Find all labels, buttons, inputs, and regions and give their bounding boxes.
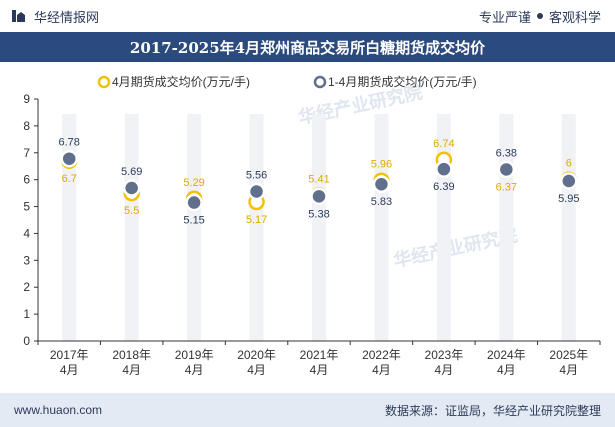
data-label-april: 6 (566, 158, 572, 170)
chart-title: 2017-2025年4月郑州商品交易所白糖期货成交均价 (129, 38, 486, 57)
category-band (124, 114, 139, 341)
y-tick-label: 6 (23, 173, 30, 187)
legend-label: 4月期货成交均价(万元/手) (112, 74, 250, 89)
x-tick-label: 2023年 (425, 348, 464, 362)
x-tick-label: 4月 (60, 363, 79, 377)
x-tick-label: 2019年 (175, 348, 214, 362)
category-band (312, 114, 326, 341)
x-tick-label: 4月 (247, 363, 266, 377)
x-tick-label: 2024年 (487, 348, 526, 362)
footer: www.huaon.com 数据来源：证监局，华经产业研究院整理 (0, 393, 615, 427)
x-tick-label: 4月 (435, 363, 454, 377)
data-label-jan-apr: 5.15 (183, 215, 204, 227)
data-point-jan-apr (497, 160, 516, 179)
data-point-jan-apr (560, 172, 578, 190)
chart-logo-icon (12, 10, 25, 22)
y-tick-label: 4 (23, 226, 30, 240)
x-tick-label: 4月 (372, 363, 391, 377)
data-point-jan-apr (122, 179, 141, 197)
data-point-jan-apr (185, 193, 203, 212)
x-tick-label: 4月 (559, 363, 578, 377)
data-label-april: 5.17 (246, 214, 267, 226)
chart-area: 华经产业研究院 华经产业研究院 0 1 2 3 4 5 6 7 8 9 2017年 4月 2018年 4月 20… (0, 62, 615, 392)
data-label-april: 6.7 (62, 173, 77, 185)
data-point-jan-apr (435, 160, 453, 178)
brand-name: 华经情报网 (34, 9, 100, 25)
x-tick-label: 4月 (122, 363, 141, 377)
category-band (374, 114, 389, 341)
data-label-jan-apr: 5.83 (371, 196, 392, 208)
slogan-tag-1: 专业严谨 (478, 9, 531, 25)
x-tick-label: 2025年 (549, 348, 588, 362)
data-label-jan-apr: 6.39 (433, 181, 454, 193)
y-tick-label: 2 (23, 280, 30, 294)
x-tick-label: 4月 (185, 363, 204, 377)
data-point-jan-apr (372, 175, 391, 193)
category-band (187, 114, 202, 341)
data-label-jan-apr: 5.56 (246, 169, 267, 181)
line-chart: 华经产业研究院华经产业研究院01234567892017年4月2018年4月20… (23, 74, 601, 377)
y-tick-label: 8 (23, 119, 30, 133)
data-source: 数据来源：证监局，华经产业研究院整理 (384, 403, 601, 418)
data-label-april: 5.41 (308, 174, 329, 186)
x-tick-label: 2022年 (362, 348, 401, 362)
category-band (62, 114, 77, 341)
y-tick-label: 0 (23, 334, 30, 348)
legend-marker (313, 75, 327, 89)
separator-dot-icon (536, 13, 543, 19)
slogan: 专业严谨 客观科学 (479, 7, 615, 26)
x-tick-label: 2018年 (112, 348, 151, 362)
legend-label: 1-4月期货成交均价(万元/手) (328, 74, 477, 89)
top-bar: 华经情报网 专业严谨 客观科学 (0, 0, 615, 32)
website-link[interactable]: www.huaon.com (14, 403, 103, 417)
data-label-april: 5.96 (371, 159, 392, 171)
data-label-april: 6.37 (496, 182, 517, 194)
category-band (249, 114, 264, 341)
data-label-jan-apr: 5.69 (121, 166, 142, 178)
y-tick-label: 5 (23, 200, 30, 214)
data-label-jan-apr: 6.78 (59, 137, 80, 149)
y-tick-label: 3 (23, 253, 30, 267)
data-label-april: 5.5 (124, 205, 139, 217)
legend-marker (97, 75, 111, 89)
data-label-april: 6.74 (433, 138, 454, 150)
data-point-jan-apr (247, 182, 266, 201)
data-point-jan-apr (60, 149, 78, 168)
data-label-jan-apr: 5.38 (308, 208, 329, 220)
y-tick-label: 9 (23, 92, 30, 106)
data-label-jan-apr: 6.38 (496, 147, 517, 159)
data-label-jan-apr: 5.95 (558, 193, 579, 205)
category-band (561, 114, 576, 341)
slogan-tag-2: 客观科学 (548, 9, 601, 25)
x-tick-label: 2020年 (237, 348, 276, 362)
chart-title-bar: 2017-2025年4月郑州商品交易所白糖期货成交均价 (0, 32, 615, 62)
y-tick-label: 7 (23, 146, 30, 160)
brand[interactable]: 华经情报网 (0, 7, 99, 26)
data-label-april: 5.29 (183, 177, 204, 189)
x-tick-label: 2017年 (50, 348, 89, 362)
y-tick-label: 1 (23, 307, 30, 321)
data-point-jan-apr (310, 187, 328, 206)
x-tick-label: 4月 (497, 363, 516, 377)
x-tick-label: 4月 (310, 363, 329, 377)
x-tick-label: 2021年 (300, 348, 339, 362)
